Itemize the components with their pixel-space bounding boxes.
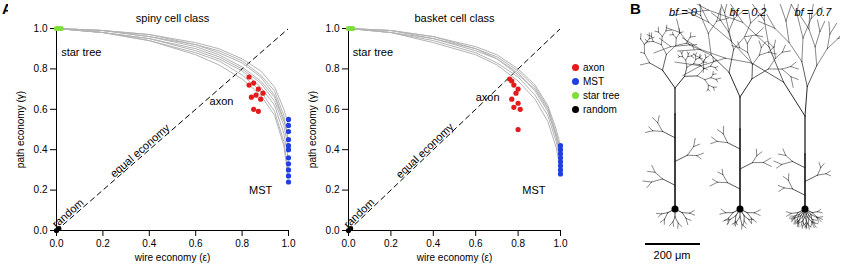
svg-text:0.6: 0.6: [189, 238, 203, 249]
svg-text:0.2: 0.2: [384, 238, 398, 249]
svg-text:axon: axon: [476, 91, 500, 103]
svg-text:0.8: 0.8: [511, 238, 525, 249]
svg-text:star tree: star tree: [61, 46, 101, 58]
svg-text:0.6: 0.6: [469, 238, 483, 249]
svg-text:0.8: 0.8: [326, 63, 340, 74]
html-text:MST: MST: [583, 76, 605, 87]
svg-text:0.6: 0.6: [34, 104, 48, 115]
svg-text:0.4: 0.4: [34, 144, 48, 155]
svg-text:1.0: 1.0: [34, 23, 48, 34]
svg-text:0.2: 0.2: [96, 238, 110, 249]
svg-text:0.0: 0.0: [50, 238, 64, 249]
svg-text:basket cell class: basket cell class: [414, 12, 495, 24]
html-text:star tree: star tree: [583, 90, 620, 101]
svg-text:0.0: 0.0: [326, 225, 340, 236]
svg-text:random: random: [341, 196, 376, 230]
svg-text:0.4: 0.4: [326, 144, 340, 155]
svg-text:axon: axon: [210, 95, 234, 107]
svg-text:0.8: 0.8: [235, 238, 249, 249]
svg-text:0.8: 0.8: [34, 63, 48, 74]
svg-text:random: random: [50, 196, 86, 230]
svg-text:0.4: 0.4: [426, 238, 440, 249]
svg-text:1.0: 1.0: [282, 238, 296, 249]
svg-text:path economy (γ): path economy (γ): [307, 91, 318, 168]
svg-text:1.0: 1.0: [326, 23, 340, 34]
svg-text:bf = 0.7: bf = 0.7: [794, 6, 832, 18]
svg-text:0.4: 0.4: [142, 238, 156, 249]
svg-text:0.0: 0.0: [34, 225, 48, 236]
svg-text:wire economy (ε): wire economy (ε): [416, 252, 493, 263]
svg-text:bf = 0: bf = 0: [669, 6, 698, 18]
svg-text:200 μm: 200 μm: [654, 249, 691, 261]
html-text:A: A: [2, 0, 13, 17]
html-text:axon: axon: [583, 62, 605, 73]
svg-text:equal economy: equal economy: [393, 120, 456, 180]
html-text:B: B: [630, 0, 641, 17]
svg-text:0.6: 0.6: [326, 104, 340, 115]
svg-text:path economy (γ): path economy (γ): [15, 91, 26, 168]
html-text:random: random: [583, 104, 617, 115]
svg-text:spiny cell class: spiny cell class: [136, 12, 210, 24]
svg-text:0.2: 0.2: [326, 184, 340, 195]
svg-text:MST: MST: [249, 184, 273, 196]
svg-text:equal economy: equal economy: [108, 121, 173, 179]
svg-text:star tree: star tree: [353, 46, 393, 58]
svg-text:wire economy (ε): wire economy (ε): [134, 252, 211, 263]
svg-text:MST: MST: [522, 184, 546, 196]
svg-text:0.2: 0.2: [34, 184, 48, 195]
svg-text:1.0: 1.0: [554, 238, 568, 249]
svg-text:bf = 0.2: bf = 0.2: [729, 6, 766, 18]
svg-text:0.0: 0.0: [342, 238, 356, 249]
